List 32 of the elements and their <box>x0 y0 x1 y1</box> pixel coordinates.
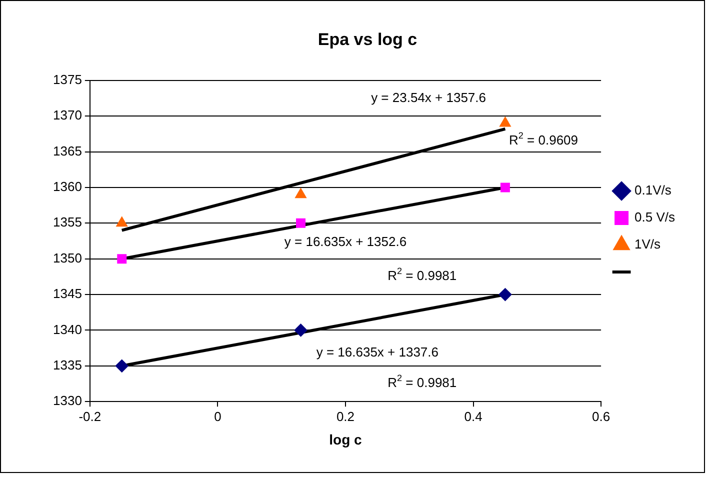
y-tick-label: 1330 <box>53 393 82 408</box>
y-tick-label: 1355 <box>53 214 82 230</box>
legend-label: 0.5 V/s <box>634 210 676 225</box>
point <box>500 182 510 192</box>
legend-label: 0.1V/s <box>634 182 672 198</box>
y-tick-label: 1375 <box>53 72 82 87</box>
point <box>117 254 127 264</box>
point <box>294 324 308 337</box>
point <box>498 288 512 302</box>
y-tick-label: 1340 <box>53 322 82 337</box>
x-tick-label: 0 <box>214 408 222 424</box>
annotation: y = 16.635x + 1337.6 <box>316 344 438 360</box>
x-tick-label: 0.2 <box>336 408 355 424</box>
annotation: y = 16.635x + 1352.6 <box>284 234 407 249</box>
y-tick-label: 1350 <box>53 250 82 266</box>
y-tick-label: 1360 <box>53 179 82 194</box>
x-tick-label: 0.6 <box>592 408 610 424</box>
point <box>115 359 128 372</box>
point <box>500 116 511 127</box>
x-axis-title: log c <box>329 431 362 448</box>
y-tick-label: 1335 <box>53 357 82 372</box>
y-tick-label: 1345 <box>53 286 82 302</box>
x-tick-label: -0.2 <box>78 408 102 424</box>
chart-title: Epa vs log c <box>318 30 418 49</box>
point <box>116 216 128 227</box>
y-tick-label: 1370 <box>53 108 82 123</box>
y-tick-label: 1365 <box>53 143 82 158</box>
x-tick-label: 0.4 <box>464 408 482 424</box>
legend-label: 1V/s <box>634 236 662 252</box>
annotation: y = 23.54x + 1357.6 <box>371 90 486 105</box>
point <box>296 218 306 228</box>
point <box>295 188 306 198</box>
